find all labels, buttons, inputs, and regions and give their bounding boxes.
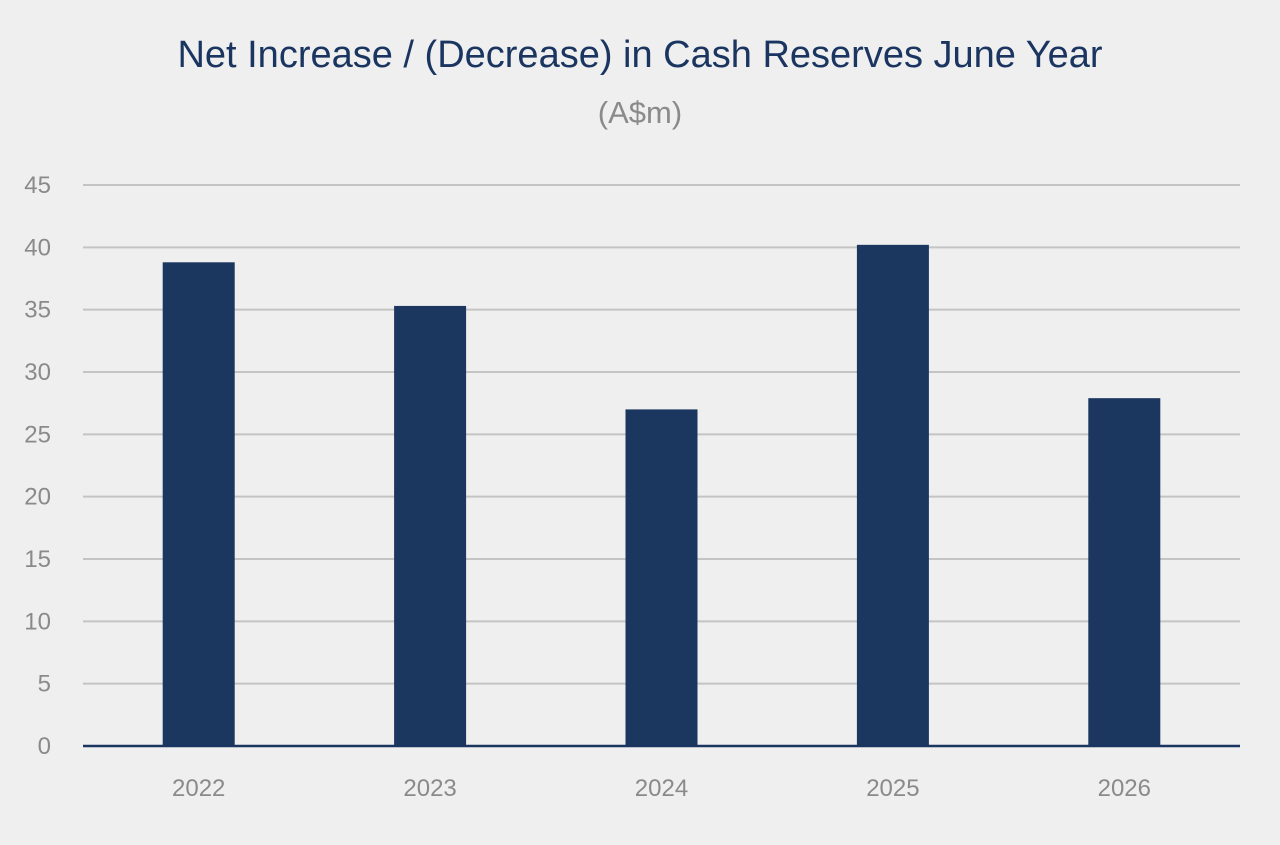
y-tick-label: 5 [38, 671, 51, 698]
bar-2022 [162, 262, 235, 746]
x-tick-label: 2023 [403, 775, 456, 802]
x-tick-label: 2026 [1098, 775, 1151, 802]
x-tick-label: 2022 [172, 775, 225, 802]
y-tick-label: 45 [24, 172, 51, 199]
y-tick-label: 20 [24, 484, 51, 511]
y-tick-label: 35 [24, 297, 51, 324]
bar-2026 [1088, 398, 1161, 746]
y-tick-label: 10 [24, 608, 51, 635]
x-tick-label: 2024 [635, 775, 688, 802]
chart-title: Net Increase / (Decrease) in Cash Reserv… [177, 34, 1103, 76]
y-tick-label: 40 [24, 234, 51, 261]
y-tick-label: 25 [24, 421, 51, 448]
bar-2024 [625, 409, 698, 746]
chart-subtitle: (A$m) [597, 95, 683, 130]
bar-2023 [394, 305, 467, 746]
x-tick-label: 2025 [866, 775, 919, 802]
y-tick-label: 15 [24, 546, 51, 573]
y-tick-label: 30 [24, 359, 51, 386]
bar-2025 [856, 244, 929, 746]
y-tick-label: 0 [38, 733, 51, 760]
